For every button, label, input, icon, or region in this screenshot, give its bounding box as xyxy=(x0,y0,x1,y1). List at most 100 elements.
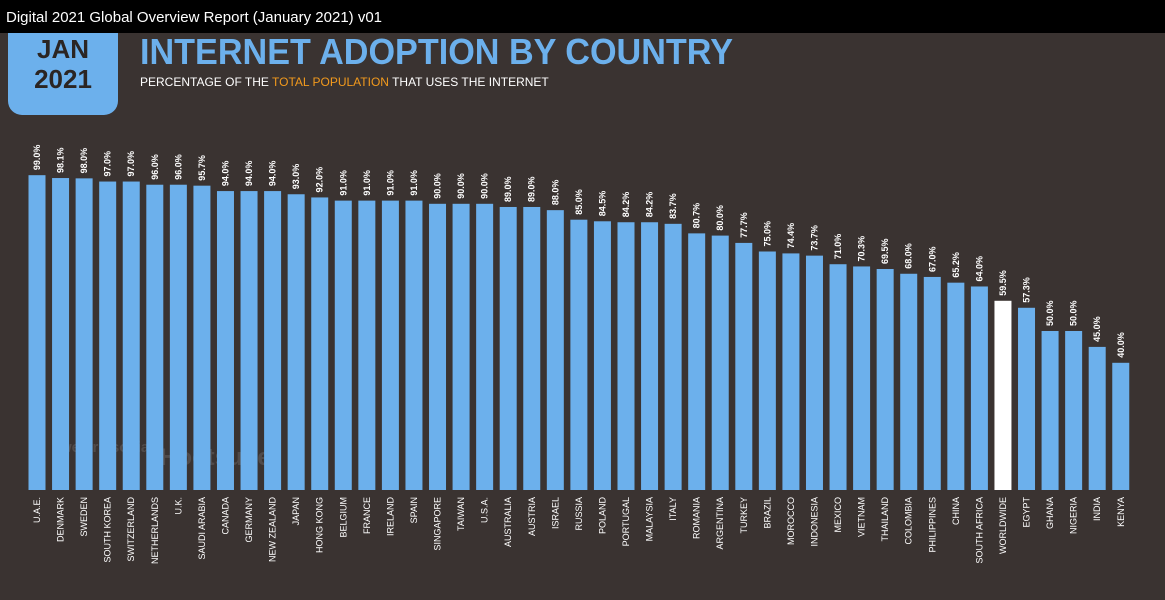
x-tick-label: CANADA xyxy=(220,497,230,535)
x-tick-label: VIETNAM xyxy=(857,497,867,537)
x-tick-label: RUSSIA xyxy=(574,497,584,531)
bar xyxy=(523,206,541,491)
bar xyxy=(1065,331,1083,490)
bar xyxy=(593,221,611,491)
bar xyxy=(617,222,635,490)
x-tick-label: WORLDWIDE xyxy=(998,497,1008,554)
value-label: 94.0% xyxy=(220,161,230,187)
value-label: 91.0% xyxy=(409,170,419,196)
x-tick-label: NIGERIA xyxy=(1069,497,1079,534)
x-tick-label: INDIA xyxy=(1092,497,1102,521)
x-tick-label: HONG KONG xyxy=(315,497,325,553)
value-label: 74.4% xyxy=(786,223,796,249)
value-label: 57.3% xyxy=(1022,277,1032,303)
bar xyxy=(970,286,988,490)
value-label: 84.2% xyxy=(645,192,655,218)
bar xyxy=(1112,362,1130,490)
x-tick-label: IRELAND xyxy=(385,497,395,537)
x-tick-label: ROMANIA xyxy=(692,497,702,539)
badge-month: JAN xyxy=(37,34,89,64)
bar xyxy=(334,200,352,490)
bar xyxy=(1018,307,1036,490)
bar xyxy=(264,191,282,490)
value-label: 93.0% xyxy=(291,164,301,190)
value-label: 50.0% xyxy=(1069,300,1079,326)
value-label: 99.0% xyxy=(32,145,42,171)
x-tick-label: SWEDEN xyxy=(79,497,89,537)
bar xyxy=(146,184,164,490)
bar xyxy=(853,266,871,490)
x-tick-label: PORTUGAL xyxy=(621,497,631,546)
value-label: 91.0% xyxy=(385,170,395,196)
x-tick-label: SOUTH AFRICA xyxy=(974,497,984,564)
x-tick-label: SAUDI ARABIA xyxy=(197,497,207,560)
x-tick-label: CHINA xyxy=(951,497,961,525)
value-label: 88.0% xyxy=(550,180,560,206)
value-label: 96.0% xyxy=(173,154,183,180)
value-label: 80.0% xyxy=(715,205,725,231)
x-tick-label: PHILIPPINES xyxy=(927,497,937,553)
bar xyxy=(358,200,376,490)
bar xyxy=(570,219,588,490)
bar xyxy=(169,184,187,490)
x-tick-label: U.S.A. xyxy=(480,497,490,523)
x-tick-label: NETHERLANDS xyxy=(150,497,160,564)
bar xyxy=(1041,331,1059,490)
value-label: 64.0% xyxy=(974,256,984,282)
x-tick-label: GHANA xyxy=(1045,497,1055,529)
chart-title: INTERNET ADOPTION BY COUNTRY xyxy=(140,31,733,72)
x-tick-label: BRAZIL xyxy=(762,497,772,529)
x-tick-label: INDONESIA xyxy=(809,497,819,547)
subtitle-part: THAT USES THE INTERNET xyxy=(389,75,549,89)
x-tick-label: SOUTH KOREA xyxy=(103,497,113,563)
bar xyxy=(52,178,70,491)
window-bar xyxy=(0,0,1165,33)
bar xyxy=(193,185,211,490)
value-label: 70.3% xyxy=(857,236,867,262)
bar xyxy=(782,253,800,490)
x-tick-label: MOROCCO xyxy=(786,497,796,545)
x-tick-label: JAPAN xyxy=(291,497,301,525)
value-label: 50.0% xyxy=(1045,300,1055,326)
value-label: 98.0% xyxy=(79,148,89,174)
x-tick-label: AUSTRALIA xyxy=(503,497,513,547)
subtitle-highlight: TOTAL POPULATION xyxy=(272,75,389,89)
value-label: 69.5% xyxy=(880,238,890,264)
x-tick-label: MALAYSIA xyxy=(645,497,655,541)
value-label: 77.7% xyxy=(739,212,749,238)
x-tick-label: SINGAPORE xyxy=(433,497,443,551)
value-label: 89.0% xyxy=(527,176,537,202)
bar xyxy=(805,255,823,490)
value-label: 90.0% xyxy=(480,173,490,199)
bar xyxy=(923,276,941,490)
bar xyxy=(75,178,93,491)
x-tick-label: FRANCE xyxy=(362,497,372,534)
bar xyxy=(994,300,1012,490)
value-label: 65.2% xyxy=(951,252,961,278)
chart-subtitle: PERCENTAGE OF THE TOTAL POPULATION THAT … xyxy=(140,75,549,89)
value-label: 91.0% xyxy=(362,170,372,196)
bar xyxy=(758,251,776,490)
value-label: 92.0% xyxy=(315,167,325,193)
x-tick-label: AUSTRIA xyxy=(527,497,537,536)
bar xyxy=(429,203,447,491)
value-label: 45.0% xyxy=(1092,316,1102,342)
value-label: 98.1% xyxy=(56,148,66,174)
value-label: 91.0% xyxy=(338,170,348,196)
value-label: 97.0% xyxy=(103,151,113,177)
bar xyxy=(735,242,753,490)
bar xyxy=(28,175,46,490)
x-tick-label: KENYA xyxy=(1116,497,1126,527)
value-label: 84.5% xyxy=(597,191,607,217)
bar xyxy=(122,181,140,491)
x-tick-label: NEW ZEALAND xyxy=(268,497,278,563)
bar xyxy=(829,264,847,490)
badge-year: 2021 xyxy=(34,64,92,94)
x-tick-label: COLOMBIA xyxy=(904,497,914,545)
bar xyxy=(240,191,258,490)
value-label: 85.0% xyxy=(574,189,584,215)
bar xyxy=(476,203,494,491)
x-tick-label: EGYPT xyxy=(1022,497,1032,528)
